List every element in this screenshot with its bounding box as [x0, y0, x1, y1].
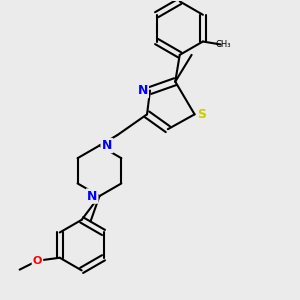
Text: N: N [137, 84, 148, 97]
Text: S: S [197, 108, 206, 121]
Text: N: N [87, 190, 97, 202]
Text: O: O [33, 256, 42, 266]
Text: N: N [102, 139, 112, 152]
Text: CH₃: CH₃ [216, 40, 231, 49]
